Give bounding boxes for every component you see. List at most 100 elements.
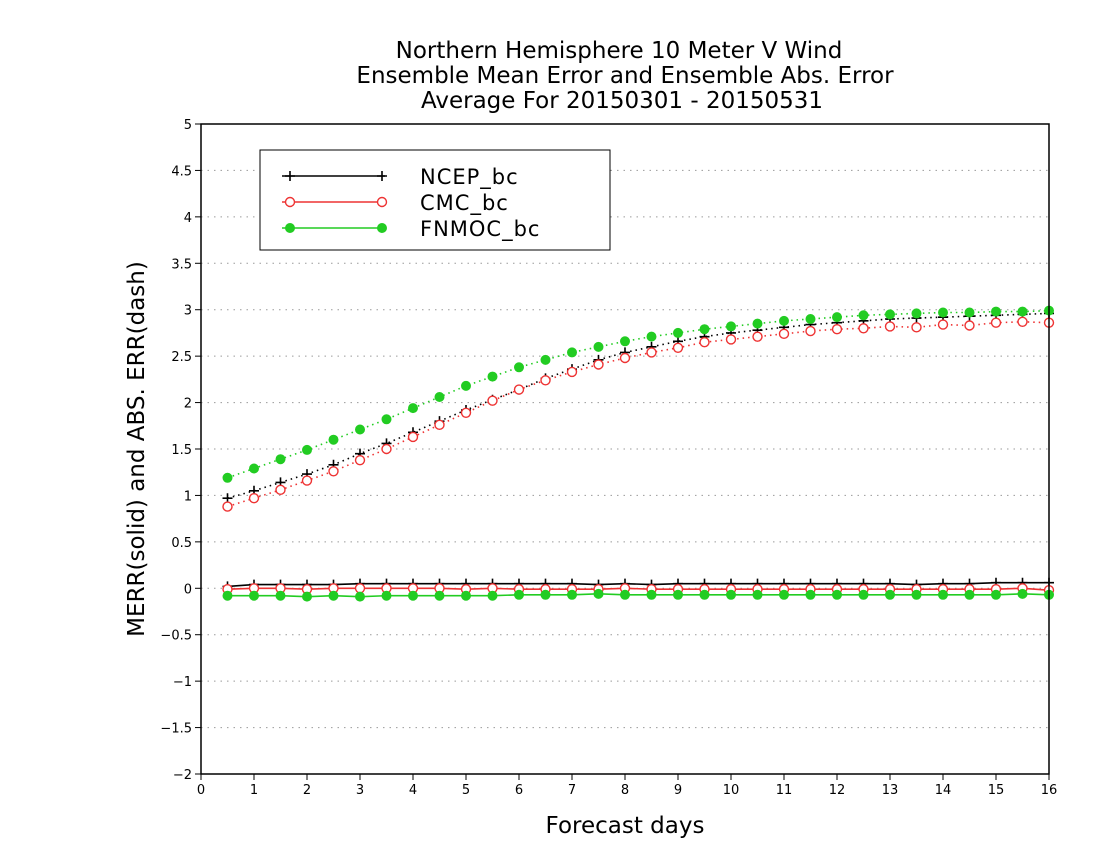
abs-err-point-cmc-bc: [752, 331, 763, 342]
abs-err-point-cmc-bc: [725, 334, 737, 345]
abs-err-point-fnmoc-bc: [222, 472, 233, 483]
y-tick-label: −2: [173, 768, 192, 783]
abs-err-point-fnmoc-bc: [514, 362, 524, 373]
chart-title-line-3: Average For 20150301 - 20150531: [421, 88, 823, 114]
abs-err-point-cmc-bc: [858, 323, 869, 334]
legend-label: CMC_bc: [420, 191, 509, 216]
merr-point-fnmoc-bc: [1017, 588, 1028, 599]
merr-point-fnmoc-bc: [487, 590, 498, 601]
merr-point-fnmoc-bc: [567, 589, 577, 600]
x-tick-label: 2: [303, 783, 311, 798]
legend-box: [259, 149, 611, 251]
abs-err-point-cmc-bc: [593, 359, 604, 370]
abs-err-point-cmc-bc: [805, 325, 816, 337]
abs-err-point-cmc-bc: [831, 324, 843, 335]
y-tick-label: 2: [184, 397, 192, 412]
abs-err-point-fnmoc-bc: [408, 403, 418, 414]
abs-err-point-fnmoc-bc: [355, 424, 365, 435]
merr-point-fnmoc-bc: [938, 589, 948, 600]
merr-point-fnmoc-bc: [673, 589, 683, 600]
y-axis-label: MERR(solid) and ABS. ERR(dash): [124, 261, 150, 637]
y-tick-label: 2.5: [171, 350, 192, 365]
y-tick-label: 3.5: [171, 257, 192, 272]
y-tick-label: −1.5: [160, 722, 192, 737]
abs-err-point-cmc-bc: [434, 419, 445, 431]
merr-point-fnmoc-bc: [620, 589, 630, 600]
legend-marker: [376, 196, 388, 208]
x-tick-label: 3: [356, 783, 364, 798]
legend-entry-cmc-bc: CMC_bc: [282, 191, 509, 216]
abs-err-point-fnmoc-bc: [434, 392, 445, 402]
series-fnmoc-bc: [222, 305, 1054, 602]
abs-err-point-cmc-bc: [301, 475, 313, 486]
abs-err-point-fnmoc-bc: [699, 324, 710, 335]
merr-point-fnmoc-bc: [222, 590, 233, 601]
abs-err-point-cmc-bc: [222, 501, 233, 512]
x-tick-label: 8: [621, 783, 629, 798]
abs-err-point-fnmoc-bc: [938, 307, 948, 318]
x-tick-label: 14: [935, 783, 952, 798]
series-group: [222, 305, 1055, 602]
merr-point-fnmoc-bc: [964, 589, 975, 600]
merr-line-fnmoc-bc: [227, 593, 1050, 598]
x-tick-label: 5: [462, 783, 470, 798]
abs-err-point-cmc-bc: [672, 342, 684, 353]
y-tick-label: −1: [173, 675, 192, 690]
abs-err-point-fnmoc-bc: [381, 414, 392, 425]
abs-err-point-fnmoc-bc: [593, 341, 604, 352]
x-tick-label: 0: [197, 783, 205, 798]
abs-err-point-cmc-bc: [354, 454, 366, 466]
abs-err-point-cmc-bc: [884, 321, 896, 332]
abs-err-point-fnmoc-bc: [885, 309, 895, 320]
y-tick-label: 4: [184, 211, 192, 226]
merr-point-fnmoc-bc: [328, 590, 339, 601]
merr-point-fnmoc-bc: [461, 590, 471, 601]
y-tick-label: 1.5: [171, 443, 192, 458]
legend-marker: [377, 171, 387, 181]
x-tick-label: 11: [776, 783, 793, 798]
abs-err-point-fnmoc-bc: [805, 314, 816, 324]
x-tick-label: 15: [988, 783, 1005, 798]
abs-err-point-cmc-bc: [990, 317, 1002, 328]
abs-err-point-fnmoc-bc: [726, 321, 736, 332]
merr-point-fnmoc-bc: [593, 588, 604, 599]
merr-point-fnmoc-bc: [726, 589, 736, 600]
abs-err-point-fnmoc-bc: [487, 371, 498, 382]
abs-err-point-cmc-bc: [460, 407, 472, 418]
abs-err-point-fnmoc-bc: [461, 380, 471, 391]
abs-err-point-cmc-bc: [381, 443, 392, 455]
merr-point-fnmoc-bc: [699, 589, 710, 600]
legend-label: NCEP_bc: [420, 165, 519, 190]
y-tick-label: −0.5: [160, 629, 192, 644]
legend-entry-fnmoc-bc: FNMOC_bc: [282, 217, 539, 242]
abs-err-point-cmc-bc: [699, 337, 710, 348]
merr-point-fnmoc-bc: [249, 590, 259, 601]
legend-entry-ncep-bc: NCEP_bc: [282, 165, 519, 190]
legend-marker: [285, 171, 295, 181]
abs-err-point-fnmoc-bc: [832, 312, 842, 323]
merr-point-fnmoc-bc: [858, 589, 869, 600]
chart-title-line-2: Ensemble Mean Error and Ensemble Abs. Er…: [356, 63, 894, 89]
y-tick-label: 0.5: [171, 536, 192, 551]
merr-point-fnmoc-bc: [434, 590, 445, 601]
abs-err-point-fnmoc-bc: [752, 318, 763, 329]
legend-marker: [377, 223, 387, 233]
abs-err-point-fnmoc-bc: [964, 307, 975, 318]
y-tick-label: 4.5: [171, 164, 192, 179]
x-tick-label: 4: [409, 783, 417, 798]
abs-err-point-cmc-bc: [937, 319, 949, 330]
abs-err-point-fnmoc-bc: [302, 444, 312, 455]
merr-point-fnmoc-bc: [991, 589, 1001, 600]
abs-err-point-fnmoc-bc: [567, 347, 577, 358]
x-tick-label: 12: [829, 783, 846, 798]
merr-point-fnmoc-bc: [885, 589, 895, 600]
merr-point-fnmoc-bc: [779, 589, 789, 600]
chart-title-line-1: Northern Hemisphere 10 Meter V Wind: [396, 38, 843, 64]
abs-err-point-cmc-bc: [964, 320, 975, 331]
legend-marker: [284, 196, 296, 208]
plot-frame: [200, 123, 1050, 775]
merr-point-fnmoc-bc: [514, 589, 524, 600]
abs-err-line-ncep-bc: [227, 312, 1050, 499]
y-tick-label: 0: [184, 582, 192, 597]
y-tick-label: 1: [184, 489, 192, 504]
